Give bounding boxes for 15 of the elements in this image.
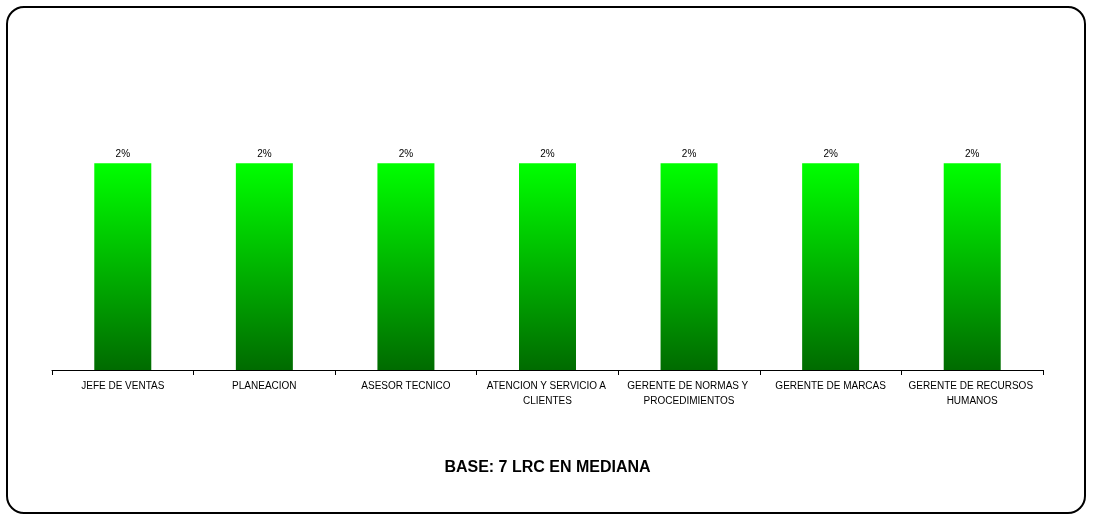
data-label: 2% [540, 147, 555, 159]
x-tick-label: GERENTE DE RECURSOS HUMANOS [908, 380, 1036, 406]
data-label: 2% [964, 147, 980, 159]
data-label: 2% [823, 147, 838, 159]
x-tick-label: PLANEACION [232, 380, 297, 391]
x-tick-label: ATENCION Y SERVICIO A CLIENTES [486, 380, 609, 406]
x-tick-label: GERENTE DE NORMAS Y PROCEDIMIENTOS [627, 380, 751, 406]
x-tick-label: ASESOR TECNICO [361, 380, 451, 391]
data-label: 2% [681, 147, 697, 159]
data-label: 2% [115, 147, 131, 159]
data-label: 2% [398, 147, 414, 159]
x-tick-label: GERENTE DE MARCAS [775, 380, 887, 391]
text: BASE: 7 LRC EN MEDIANA [443, 458, 652, 476]
x-tick-label: JEFE DE VENTAS [81, 380, 165, 391]
data-label: 2% [257, 147, 272, 159]
